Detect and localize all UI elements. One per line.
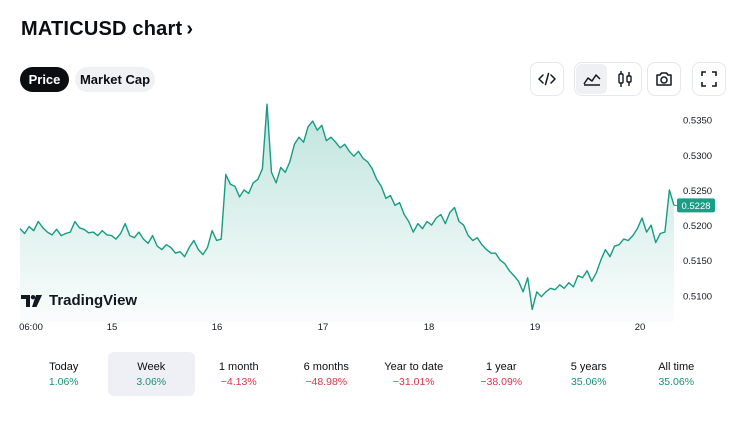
period-label: Today xyxy=(49,360,79,373)
candlestick-chart-button[interactable] xyxy=(609,64,640,94)
price-chart[interactable]: 0.5100 0.5150 0.5200 0.5250 0.5300 0.5350 06:0… xyxy=(0,100,750,345)
x-tick-label: 19 xyxy=(530,322,541,333)
chevron-right-icon: › xyxy=(186,18,194,40)
period-change-value: −38.09% xyxy=(480,375,523,388)
embed-code-icon xyxy=(538,72,556,86)
y-tick-label: 0.5150 xyxy=(683,256,712,267)
tab-price[interactable]: Price xyxy=(20,67,69,92)
screenshot-button[interactable] xyxy=(647,62,681,96)
period-change-value: −4.13% xyxy=(220,375,257,388)
period-change-value: 35.06% xyxy=(658,375,695,388)
x-tick-label: 15 xyxy=(107,322,118,333)
period-today[interactable]: Today 1.06% xyxy=(20,352,108,396)
period-label: Year to date xyxy=(384,360,444,373)
y-tick-label: 0.5200 xyxy=(683,221,712,232)
period-label: 1 year xyxy=(485,360,517,373)
price-chart-svg: 0.5100 0.5150 0.5200 0.5250 0.5300 0.5350 06:0… xyxy=(19,103,715,333)
period-change-value: −31.01% xyxy=(392,375,435,388)
x-tick-label: 18 xyxy=(424,322,435,333)
period-year-to-date[interactable]: Year to date −31.01% xyxy=(370,352,458,396)
y-tick-label: 0.5100 xyxy=(683,291,712,302)
period-week[interactable]: Week 3.06% xyxy=(107,352,195,396)
tab-market-cap[interactable]: Market Cap xyxy=(75,67,155,92)
x-tick-label: 17 xyxy=(318,322,329,333)
x-tick-label: 06:00 xyxy=(19,322,43,333)
period-all-time[interactable]: All time 35.06% xyxy=(633,352,721,396)
last-price-label: 0.5228 xyxy=(681,201,710,212)
performance-periods: Today 1.06% Week 3.06% 1 month −4.13% 6 months… xyxy=(20,352,720,396)
period-change-value: 1.06% xyxy=(48,375,79,388)
period-label: All time xyxy=(658,360,695,373)
tradingview-logo[interactable]: TradingView xyxy=(21,292,137,309)
fullscreen-icon xyxy=(701,71,717,87)
x-tick-label: 16 xyxy=(212,322,223,333)
period-5-years[interactable]: 5 years 35.06% xyxy=(545,352,633,396)
y-tick-label: 0.5350 xyxy=(683,116,712,127)
x-tick-label: 20 xyxy=(635,322,646,333)
tradingview-wordmark: TradingView xyxy=(49,292,138,309)
area-chart-button[interactable] xyxy=(576,64,607,94)
period-label: 6 months xyxy=(303,360,349,373)
tradingview-logo-icon xyxy=(21,294,42,307)
chart-title-link[interactable]: MATICUSD chart › xyxy=(21,18,193,41)
period-1-year[interactable]: 1 year −38.09% xyxy=(458,352,546,396)
chart-title: MATICUSD chart xyxy=(21,18,183,40)
period-label: 5 years xyxy=(570,360,607,373)
period-6-months[interactable]: 6 months −48.98% xyxy=(283,352,371,396)
period-label: 1 month xyxy=(218,360,259,373)
candlestick-icon xyxy=(617,71,632,87)
last-price-badge xyxy=(677,198,715,213)
y-tick-label: 0.5300 xyxy=(683,151,712,162)
period-1-month[interactable]: 1 month −4.13% xyxy=(195,352,283,396)
chart-type-switch xyxy=(574,62,642,96)
period-change-value: −48.98% xyxy=(305,375,348,388)
camera-icon xyxy=(656,72,672,86)
embed-code-button[interactable] xyxy=(530,62,564,96)
price-line xyxy=(19,103,675,311)
fullscreen-button[interactable] xyxy=(692,62,726,96)
price-area-fill xyxy=(20,104,674,322)
y-tick-label: 0.5250 xyxy=(683,186,712,197)
area-chart-icon xyxy=(582,74,601,86)
period-change-value: 3.06% xyxy=(136,375,167,388)
period-change-value: 35.06% xyxy=(570,375,607,388)
period-label: Week xyxy=(137,360,166,373)
